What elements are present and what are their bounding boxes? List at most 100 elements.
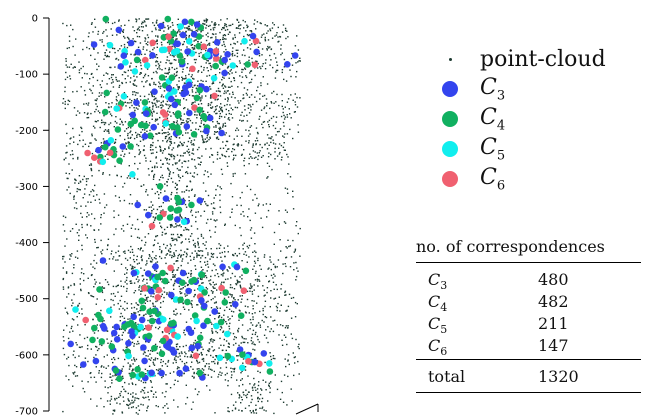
- cloud-point: [95, 354, 97, 356]
- cloud-point: [212, 207, 215, 209]
- cloud-point: [159, 145, 161, 147]
- cloud-point: [64, 261, 66, 263]
- cloud-point: [231, 150, 233, 153]
- cloud-point: [191, 24, 193, 27]
- cloud-point: [126, 287, 128, 290]
- cloud-point: [169, 26, 172, 28]
- cloud-point: [244, 21, 246, 23]
- cloud-point: [179, 291, 181, 293]
- cloud-point: [209, 65, 212, 67]
- cloud-point: [209, 282, 211, 285]
- cloud-point: [153, 110, 155, 112]
- cloud-point: [167, 73, 169, 75]
- cloud-point: [231, 286, 233, 289]
- cloud-point: [224, 255, 226, 258]
- cloud-point: [121, 338, 123, 341]
- cloud-point: [252, 305, 254, 307]
- c3-point: [174, 216, 181, 223]
- cloud-point: [116, 174, 118, 176]
- cloud-point: [80, 289, 82, 292]
- cloud-point: [103, 320, 105, 322]
- cloud-point: [220, 168, 223, 171]
- cloud-point: [154, 27, 157, 29]
- c3-point: [158, 369, 165, 377]
- cloud-point: [282, 325, 284, 327]
- cloud-point: [219, 31, 221, 34]
- c3-point: [162, 195, 170, 202]
- cloud-point: [181, 260, 183, 262]
- table-row: C4 482: [416, 291, 641, 314]
- cloud-point: [220, 127, 222, 130]
- cloud-point: [224, 125, 227, 127]
- cloud-point: [178, 86, 180, 88]
- cloud-point: [201, 346, 203, 348]
- cloud-point: [181, 79, 183, 81]
- cloud-point: [172, 284, 175, 286]
- c5-point: [158, 46, 166, 54]
- cloud-point: [249, 126, 251, 128]
- cloud-point: [228, 119, 231, 121]
- cloud-point: [236, 204, 238, 206]
- cloud-point: [178, 169, 180, 171]
- cloud-point: [273, 102, 275, 104]
- row-label: C5: [416, 313, 498, 336]
- cloud-point: [90, 73, 93, 75]
- cloud-point: [259, 143, 261, 146]
- cloud-point: [243, 253, 245, 255]
- cloud-point: [127, 142, 129, 144]
- cloud-point: [190, 129, 192, 131]
- cloud-point: [258, 52, 261, 55]
- cloud-point: [277, 26, 279, 29]
- cloud-point: [193, 256, 195, 259]
- cloud-point: [200, 117, 202, 120]
- cloud-point: [130, 130, 132, 132]
- cloud-point: [209, 348, 211, 350]
- cloud-point: [213, 284, 216, 286]
- cloud-point: [224, 251, 226, 253]
- cloud-point: [99, 112, 101, 114]
- cloud-point: [252, 318, 254, 321]
- cloud-point: [220, 292, 222, 294]
- cloud-point: [111, 250, 113, 252]
- cloud-point: [144, 132, 146, 134]
- cloud-point: [200, 41, 202, 44]
- cloud-point: [299, 60, 301, 62]
- cloud-point: [208, 280, 210, 282]
- cloud-point: [271, 92, 273, 94]
- cloud-point: [266, 25, 268, 27]
- cloud-point: [230, 113, 232, 115]
- cloud-point: [166, 56, 169, 58]
- cloud-point: [191, 188, 193, 190]
- cloud-point: [227, 270, 229, 272]
- cloud-point: [185, 384, 187, 386]
- c5-point: [174, 333, 181, 340]
- cloud-point: [194, 388, 197, 390]
- cloud-point: [280, 115, 283, 118]
- cloud-point: [231, 296, 233, 298]
- c6-point: [167, 264, 174, 272]
- cloud-point: [106, 330, 109, 332]
- cloud-point: [94, 241, 96, 243]
- cloud-point: [212, 256, 214, 258]
- cloud-point: [204, 257, 207, 259]
- cloud-point: [143, 145, 145, 147]
- cloud-point: [126, 259, 129, 261]
- cloud-point: [297, 346, 299, 348]
- c3-point: [251, 358, 259, 366]
- cloud-point: [196, 349, 199, 352]
- cloud-point: [147, 194, 149, 196]
- cloud-point: [152, 361, 154, 364]
- cloud-point: [265, 337, 268, 339]
- cloud-point: [236, 350, 238, 352]
- cloud-point: [257, 370, 259, 372]
- cloud-point: [121, 150, 124, 152]
- cloud-point: [69, 331, 71, 333]
- cloud-point: [85, 205, 87, 207]
- c5-point: [224, 330, 231, 338]
- cloud-point: [249, 44, 251, 46]
- cloud-point: [254, 383, 256, 385]
- cloud-point: [225, 362, 227, 364]
- cloud-point: [220, 256, 222, 258]
- cloud-point: [209, 229, 211, 232]
- cloud-point: [120, 25, 122, 27]
